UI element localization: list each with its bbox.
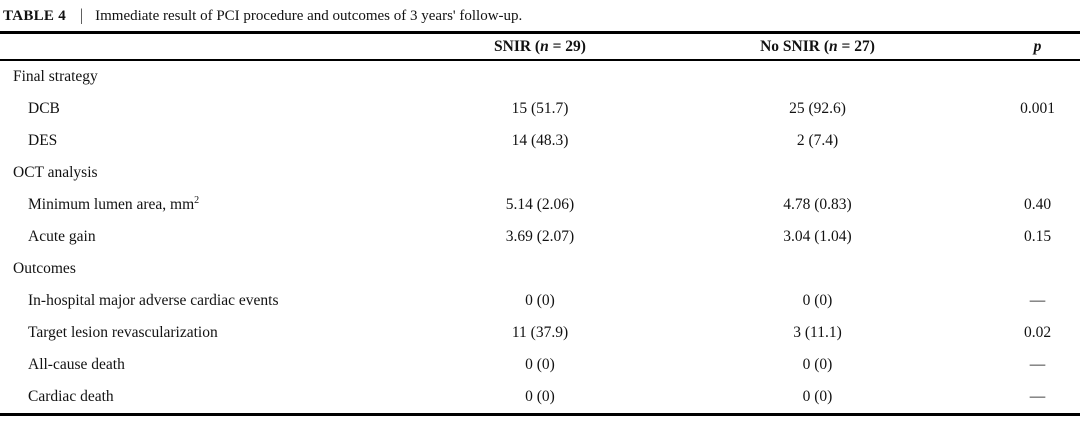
row-label: DES bbox=[28, 132, 58, 149]
cell-p: — bbox=[1029, 356, 1046, 373]
cell-no-snir: 4.78 (0.83) bbox=[783, 196, 852, 213]
caption-separator: | bbox=[80, 7, 84, 25]
cell-p: — bbox=[1029, 388, 1046, 405]
caption-text: Immediate result of PCI procedure and ou… bbox=[95, 8, 523, 24]
row-label: Minimum lumen area, mm2 bbox=[0, 189, 420, 221]
cell-p bbox=[975, 125, 1080, 157]
cell-snir: 11 (37.9) bbox=[511, 324, 569, 341]
cell-p: 0.001 bbox=[1020, 100, 1055, 117]
table-row-target-lesion-revascularization: Target lesion revascularization 11 (37.9… bbox=[0, 317, 1080, 349]
cell-snir: 0 (0) bbox=[525, 356, 555, 373]
paper-table-figure: TABLE 4 | Immediate result of PCI procedur… bbox=[0, 0, 1080, 416]
cell-no-snir: 0 (0) bbox=[802, 388, 833, 405]
header-snir: SNIR (n = 29) bbox=[420, 32, 660, 61]
row-label: Cardiac death bbox=[28, 388, 114, 405]
cell-no-snir bbox=[660, 253, 975, 285]
table-row-dcb: DCB 15 (51.7) 25 (92.6) 0.001 bbox=[0, 93, 1080, 125]
cell-snir bbox=[420, 60, 660, 93]
cell-snir bbox=[420, 253, 660, 285]
row-label: Final strategy bbox=[13, 68, 98, 85]
header-no-snir-n: n bbox=[829, 37, 838, 55]
header-no-snir: No SNIR (n = 27) bbox=[660, 32, 975, 61]
header-p: p bbox=[975, 32, 1080, 61]
unit-superscript: 2 bbox=[194, 194, 200, 206]
cell-no-snir: 0 (0) bbox=[802, 356, 833, 373]
cell-no-snir: 0 (0) bbox=[802, 292, 833, 309]
cell-p bbox=[975, 60, 1080, 93]
table-row-des: DES 14 (48.3) 2 (7.4) bbox=[0, 125, 1080, 157]
table-row-final-strategy: Final strategy bbox=[0, 60, 1080, 93]
row-label: DCB bbox=[28, 100, 60, 117]
table-row-outcomes: Outcomes bbox=[0, 253, 1080, 285]
header-no-snir-pre: No SNIR ( bbox=[760, 37, 830, 55]
table-row-minimum-lumen-area: Minimum lumen area, mm2 5.14 (2.06) 4.78… bbox=[0, 189, 1080, 221]
cell-no-snir bbox=[660, 60, 975, 93]
table-row-acute-gain: Acute gain 3.69 (2.07) 3.04 (1.04) 0.15 bbox=[0, 221, 1080, 253]
header-snir-n: n bbox=[540, 37, 549, 55]
table-number-label: TABLE 4 bbox=[3, 8, 67, 24]
header-p-label: p bbox=[1033, 37, 1042, 55]
cell-no-snir: 2 (7.4) bbox=[796, 132, 839, 149]
row-label-text: Minimum lumen area, mm bbox=[28, 196, 195, 213]
table-body: Final strategy DCB 15 (51.7) 25 (92.6) 0… bbox=[0, 60, 1080, 415]
table-caption: TABLE 4 | Immediate result of PCI procedur… bbox=[0, 0, 1080, 29]
row-label: Target lesion revascularization bbox=[28, 324, 218, 341]
table-row-all-cause-death: All-cause death 0 (0) 0 (0) — bbox=[0, 349, 1080, 381]
cell-p bbox=[975, 253, 1080, 285]
cell-no-snir: 3.04 (1.04) bbox=[783, 228, 852, 245]
cell-p bbox=[975, 157, 1080, 189]
header-snir-post: = 29) bbox=[548, 37, 586, 55]
cell-no-snir: 25 (92.6) bbox=[789, 100, 846, 117]
cell-snir: 15 (51.7) bbox=[511, 100, 569, 117]
table-row-cardiac-death: Cardiac death 0 (0) 0 (0) — bbox=[0, 381, 1080, 415]
header-no-snir-post: = 27) bbox=[837, 37, 875, 55]
cell-snir bbox=[420, 157, 660, 189]
row-label: Outcomes bbox=[13, 260, 76, 277]
data-table: SNIR (n = 29) No SNIR (n = 27) p Final s… bbox=[0, 31, 1080, 416]
cell-snir: 3.69 (2.07) bbox=[505, 228, 575, 245]
cell-snir: 14 (48.3) bbox=[511, 132, 569, 149]
table-row-oct-analysis: OCT analysis bbox=[0, 157, 1080, 189]
cell-snir: 5.14 (2.06) bbox=[505, 196, 575, 213]
table-row-in-hospital-mace: In-hospital major adverse cardiac events… bbox=[0, 285, 1080, 317]
row-label: Acute gain bbox=[28, 228, 96, 245]
cell-p: — bbox=[1029, 292, 1046, 309]
row-label: All-cause death bbox=[28, 356, 125, 373]
cell-snir: 0 (0) bbox=[525, 388, 555, 405]
cell-p: 0.02 bbox=[1023, 324, 1052, 341]
cell-p: 0.15 bbox=[1023, 228, 1052, 245]
row-label: OCT analysis bbox=[13, 164, 98, 181]
header-row: SNIR (n = 29) No SNIR (n = 27) p bbox=[0, 32, 1080, 61]
header-empty-cell bbox=[0, 32, 420, 61]
row-label: In-hospital major adverse cardiac events bbox=[28, 292, 279, 309]
cell-no-snir: 3 (11.1) bbox=[793, 324, 842, 341]
cell-p: 0.40 bbox=[1023, 196, 1052, 213]
header-snir-pre: SNIR ( bbox=[494, 37, 541, 55]
cell-snir: 0 (0) bbox=[525, 292, 555, 309]
cell-no-snir bbox=[660, 157, 975, 189]
table-header: SNIR (n = 29) No SNIR (n = 27) p bbox=[0, 32, 1080, 61]
